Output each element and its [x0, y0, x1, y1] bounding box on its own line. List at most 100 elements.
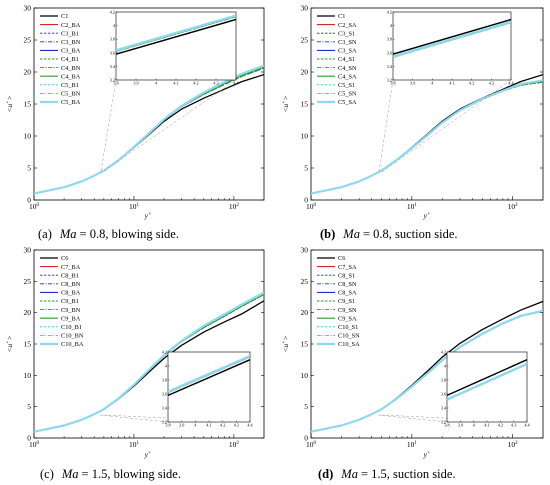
series-line-c5_sa — [311, 79, 543, 195]
y-tick-label: 25 — [24, 277, 32, 286]
y-tick-label: 20 — [301, 68, 309, 77]
legend-label: C10_BA — [61, 341, 84, 348]
series-group — [34, 64, 264, 195]
y-tick-label: 25 — [24, 36, 32, 45]
legend-label: C8_BN — [61, 281, 81, 288]
inset-x-tick-label: 3.8 — [444, 423, 449, 428]
axis-ticks: 0 5 10 15 20 25 30 100 101 102 — [24, 246, 264, 449]
x-tick-label: 100 — [29, 440, 40, 449]
inset-x-tick-label: 3.9 — [179, 423, 184, 428]
inset-y-tick-label: 4.2 — [441, 350, 446, 355]
y-tick-label: 10 — [301, 132, 309, 141]
inset-line-c5_ba — [116, 14, 236, 52]
x-axis-label: y+ — [144, 211, 152, 220]
inset-x-tick-label: 3.8 — [113, 81, 118, 86]
legend-label: C3_B1 — [61, 30, 79, 37]
legend-label: C1 — [61, 13, 68, 20]
inset-plot: 3.8 3.9 4 4.1 4.2 4.3 4.4 3.2 3.4 3.6 3.8 4 4.2 — [378, 10, 515, 173]
inset-x-tick-label: 4.3 — [234, 423, 239, 428]
y-tick-label: 20 — [24, 68, 32, 77]
legend-label: C1 — [338, 13, 345, 20]
legend-label: C9_B1 — [61, 298, 79, 305]
legend-label: C3_SN — [338, 39, 357, 46]
legend-label: C2_BA — [61, 22, 81, 29]
legend-label: C10_SA — [338, 341, 360, 348]
legend-label: C4_SN — [338, 65, 357, 72]
inset-y-tick-label: 3.8 — [110, 37, 115, 42]
y-tick-label: 30 — [301, 246, 309, 255]
x-tick-label: 102 — [229, 440, 240, 449]
legend-label: C4_S1 — [338, 56, 355, 63]
legend-label: C9_BN — [61, 307, 81, 314]
y-tick-label: 10 — [301, 371, 309, 380]
inset-y-tick-label: 3.4 — [441, 406, 447, 411]
inset-x-tick-label: 4.4 — [524, 423, 530, 428]
zoom-guide — [381, 79, 512, 173]
series-group — [34, 291, 264, 433]
y-tick-label: 30 — [301, 4, 309, 13]
inset-y-tick-label: 4.2 — [162, 350, 167, 355]
inset-x-tick-label: 4.1 — [206, 423, 211, 428]
legend-label: C3_SA — [338, 48, 357, 55]
legend-label: C4_BA — [61, 73, 81, 80]
zoom-guide — [377, 414, 448, 423]
y-tick-label: 0 — [27, 434, 31, 443]
inset-y-tick-label: 3.8 — [387, 37, 392, 42]
x-tick-label: 102 — [508, 202, 519, 211]
caption: (d) Ma = 1.5, suction side. — [318, 467, 456, 481]
inset-x-tick-label: 4.2 — [220, 423, 225, 428]
y-tick-label: 25 — [301, 277, 309, 286]
inset-line-c1 — [393, 18, 511, 55]
inset-y-tick-label: 3.2 — [387, 78, 392, 83]
inset-line-c10_sa — [447, 362, 527, 401]
caption: (a) Ma = 0.8, blowing side. — [38, 227, 179, 241]
inset-y-tick-label: 3.2 — [162, 420, 167, 425]
inset-x-tick-label: 4.2 — [469, 81, 474, 86]
legend-label: C10_BN — [61, 333, 84, 340]
inset-y-tick-label: 4 — [444, 364, 447, 369]
legend-label: C5_SN — [338, 91, 357, 98]
axis-ticks: 0 5 10 15 20 25 30 100 101 102 — [301, 246, 543, 449]
legend-label: C8_BA — [61, 290, 81, 297]
inset-x-tick-label: 3.8 — [165, 423, 170, 428]
x-tick-label: 100 — [306, 202, 317, 211]
x-tick-label: 101 — [129, 202, 140, 211]
legend-label: C3_BN — [61, 39, 81, 46]
series-line-c2_sa — [311, 80, 543, 195]
x-axis-label: y+ — [423, 450, 431, 459]
inset-x-tick-label: 4 — [431, 81, 434, 86]
legend-label: C4_SA — [338, 73, 357, 80]
inset-x-tick-label: 4.3 — [489, 81, 494, 86]
y-tick-label: 5 — [304, 402, 308, 411]
y-tick-label: 5 — [27, 402, 31, 411]
series-line-c5_ba — [34, 64, 264, 195]
y-tick-label: 0 — [304, 434, 308, 443]
inset-line-c5_sa — [393, 20, 511, 58]
legend-label: C3_BA — [61, 48, 81, 55]
inset-series-group — [393, 18, 511, 58]
y-tick-label: 20 — [24, 308, 32, 317]
axis-ticks: 0 5 10 15 20 25 30 100 101 102 — [301, 4, 543, 211]
series-line-c10_ba — [34, 291, 264, 433]
inset-series-group — [168, 354, 250, 397]
y-tick-label: 20 — [301, 308, 309, 317]
inset-y-tick-label: 3.2 — [110, 78, 115, 83]
inset-y-tick-label: 3.8 — [441, 378, 446, 383]
inset-y-tick-label: 3.6 — [441, 392, 446, 397]
inset-x-tick-label: 4.2 — [193, 81, 198, 86]
inset-y-tick-label: 4.2 — [110, 10, 115, 15]
inset-plot: 3.8 3.9 4 4.1 4.2 4.3 4.4 3.2 3.4 3.6 3.8 4 4.2 — [100, 10, 240, 172]
zoom-guide — [99, 414, 169, 423]
y-tick-label: 30 — [24, 4, 32, 13]
legend-label: C5_S1 — [338, 82, 355, 89]
legend-label: C10_SN — [338, 333, 360, 340]
zoom-guide — [103, 79, 237, 172]
legend-label: C6 — [61, 255, 68, 262]
inset-x-tick-label: 4.1 — [484, 423, 489, 428]
